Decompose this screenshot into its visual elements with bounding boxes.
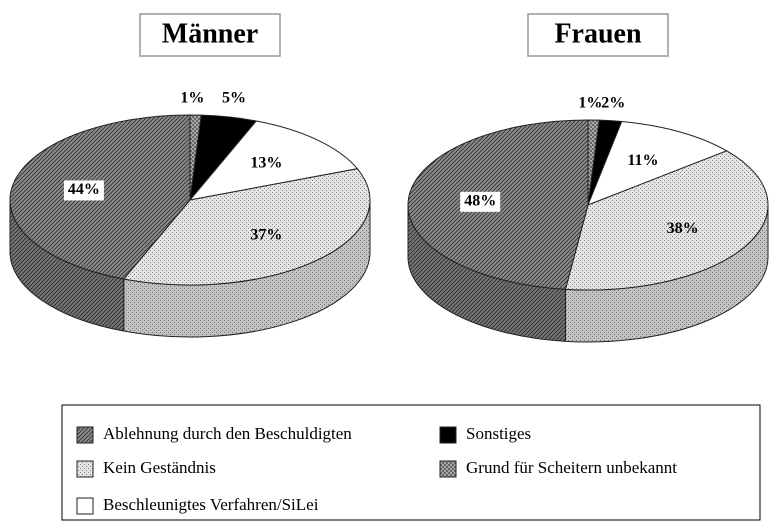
pie-slice — [587, 120, 728, 206]
value-label: 48% — [464, 192, 496, 209]
pie-slice — [188, 120, 359, 201]
legend-label: Ablehnung durch den Beschuldigten — [103, 424, 352, 443]
value-label: 5% — [222, 90, 246, 107]
value-label: 11% — [627, 152, 658, 169]
value-label: 2% — [601, 95, 625, 112]
legend-swatch — [76, 426, 94, 444]
pie-slice — [122, 168, 371, 286]
value-label: 1% — [180, 90, 204, 107]
title-box — [139, 13, 281, 57]
label-bg — [63, 180, 104, 201]
legend-label: Grund für Scheitern unbekannt — [466, 458, 677, 477]
value-label: 13% — [250, 155, 282, 172]
legend-label: Sonstiges — [466, 424, 531, 443]
pie-slice — [564, 150, 769, 291]
title-box — [527, 13, 669, 57]
legend-label: Beschleunigtes Verfahren/SiLei — [103, 495, 319, 514]
legend-swatch — [76, 497, 94, 515]
legend-swatch — [439, 460, 457, 478]
value-label: 37% — [250, 227, 282, 244]
legend-box — [61, 404, 761, 521]
legend-swatch — [439, 426, 457, 444]
legend-label: Kein Geständnis — [103, 458, 216, 477]
label-bg — [460, 191, 501, 212]
chart-title: Männer — [162, 18, 258, 49]
chart-title: Frauen — [554, 18, 642, 49]
value-label: 38% — [667, 220, 699, 237]
value-label: 1% — [578, 95, 602, 112]
legend-swatch — [76, 460, 94, 478]
value-label: 44% — [68, 181, 100, 198]
